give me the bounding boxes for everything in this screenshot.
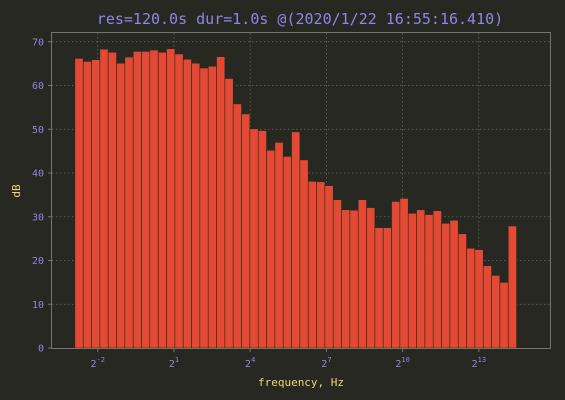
bar (174, 53, 184, 349)
bar (141, 51, 151, 349)
bar (207, 65, 217, 349)
bar (432, 210, 442, 349)
bar (241, 113, 251, 349)
y-tick-label: 70 (32, 37, 44, 48)
y-axis-label: dB (10, 184, 23, 198)
x-tick-label: 27 (321, 356, 331, 370)
plot-frame (51, 32, 551, 349)
bar (449, 219, 459, 349)
bar (282, 156, 292, 349)
bar (216, 56, 226, 349)
bar (124, 56, 134, 349)
y-tick-label: 30 (32, 212, 44, 223)
bar (91, 59, 101, 349)
bar (257, 130, 267, 349)
bar (399, 198, 409, 349)
bar (182, 58, 192, 349)
bar (491, 275, 501, 349)
bar (474, 249, 484, 349)
bar (291, 131, 301, 349)
bar (224, 78, 234, 349)
bar (407, 212, 417, 349)
bar (157, 51, 167, 349)
bar (116, 62, 126, 349)
chart-title: res=120.0s dur=1.0s @(2020/1/22 16:55:16… (97, 10, 503, 28)
bar (441, 223, 451, 349)
bar (299, 159, 309, 349)
bar (357, 199, 367, 349)
y-tick-label: 10 (32, 300, 44, 311)
bar (374, 227, 384, 349)
x-axis-ticks: 2-2 21 24 27 210 213 (91, 348, 486, 370)
bar (424, 214, 434, 349)
bar (191, 62, 201, 349)
bar (457, 233, 467, 349)
bar (332, 199, 342, 349)
bar (507, 225, 517, 349)
bar (366, 207, 376, 349)
y-tick-label: 40 (32, 169, 44, 180)
bar (466, 247, 476, 349)
bar (307, 181, 317, 349)
x-tick-label: 24 (245, 356, 255, 370)
y-tick-label: 50 (32, 125, 44, 136)
bar (391, 201, 401, 349)
x-axis-label: frequency, Hz (258, 376, 344, 389)
bar (99, 48, 109, 349)
bar (199, 67, 209, 349)
bar (274, 142, 284, 349)
y-tick-label: 0 (38, 344, 44, 355)
bar (324, 185, 334, 349)
bar (266, 149, 276, 349)
bar (82, 61, 92, 349)
y-axis-ticks: 0 10 20 30 40 50 60 70 (32, 37, 52, 355)
x-tick-label: 213 (472, 356, 486, 370)
x-tick-label: 21 (169, 356, 179, 370)
bar (149, 49, 159, 349)
bar (74, 58, 84, 349)
bar (341, 209, 351, 349)
bar (499, 282, 509, 349)
bar (416, 209, 426, 349)
x-tick-label: 210 (395, 356, 409, 370)
y-tick-label: 60 (32, 81, 44, 92)
bar (249, 128, 259, 349)
x-tick-label: 2-2 (91, 356, 105, 370)
bars (74, 48, 517, 349)
bar (382, 227, 392, 349)
bar (349, 209, 359, 349)
bar (132, 51, 142, 349)
bar (316, 181, 326, 349)
bar (232, 103, 242, 349)
bar (107, 51, 117, 349)
y-tick-label: 20 (32, 256, 44, 267)
bar (166, 48, 176, 349)
bar (482, 265, 492, 349)
